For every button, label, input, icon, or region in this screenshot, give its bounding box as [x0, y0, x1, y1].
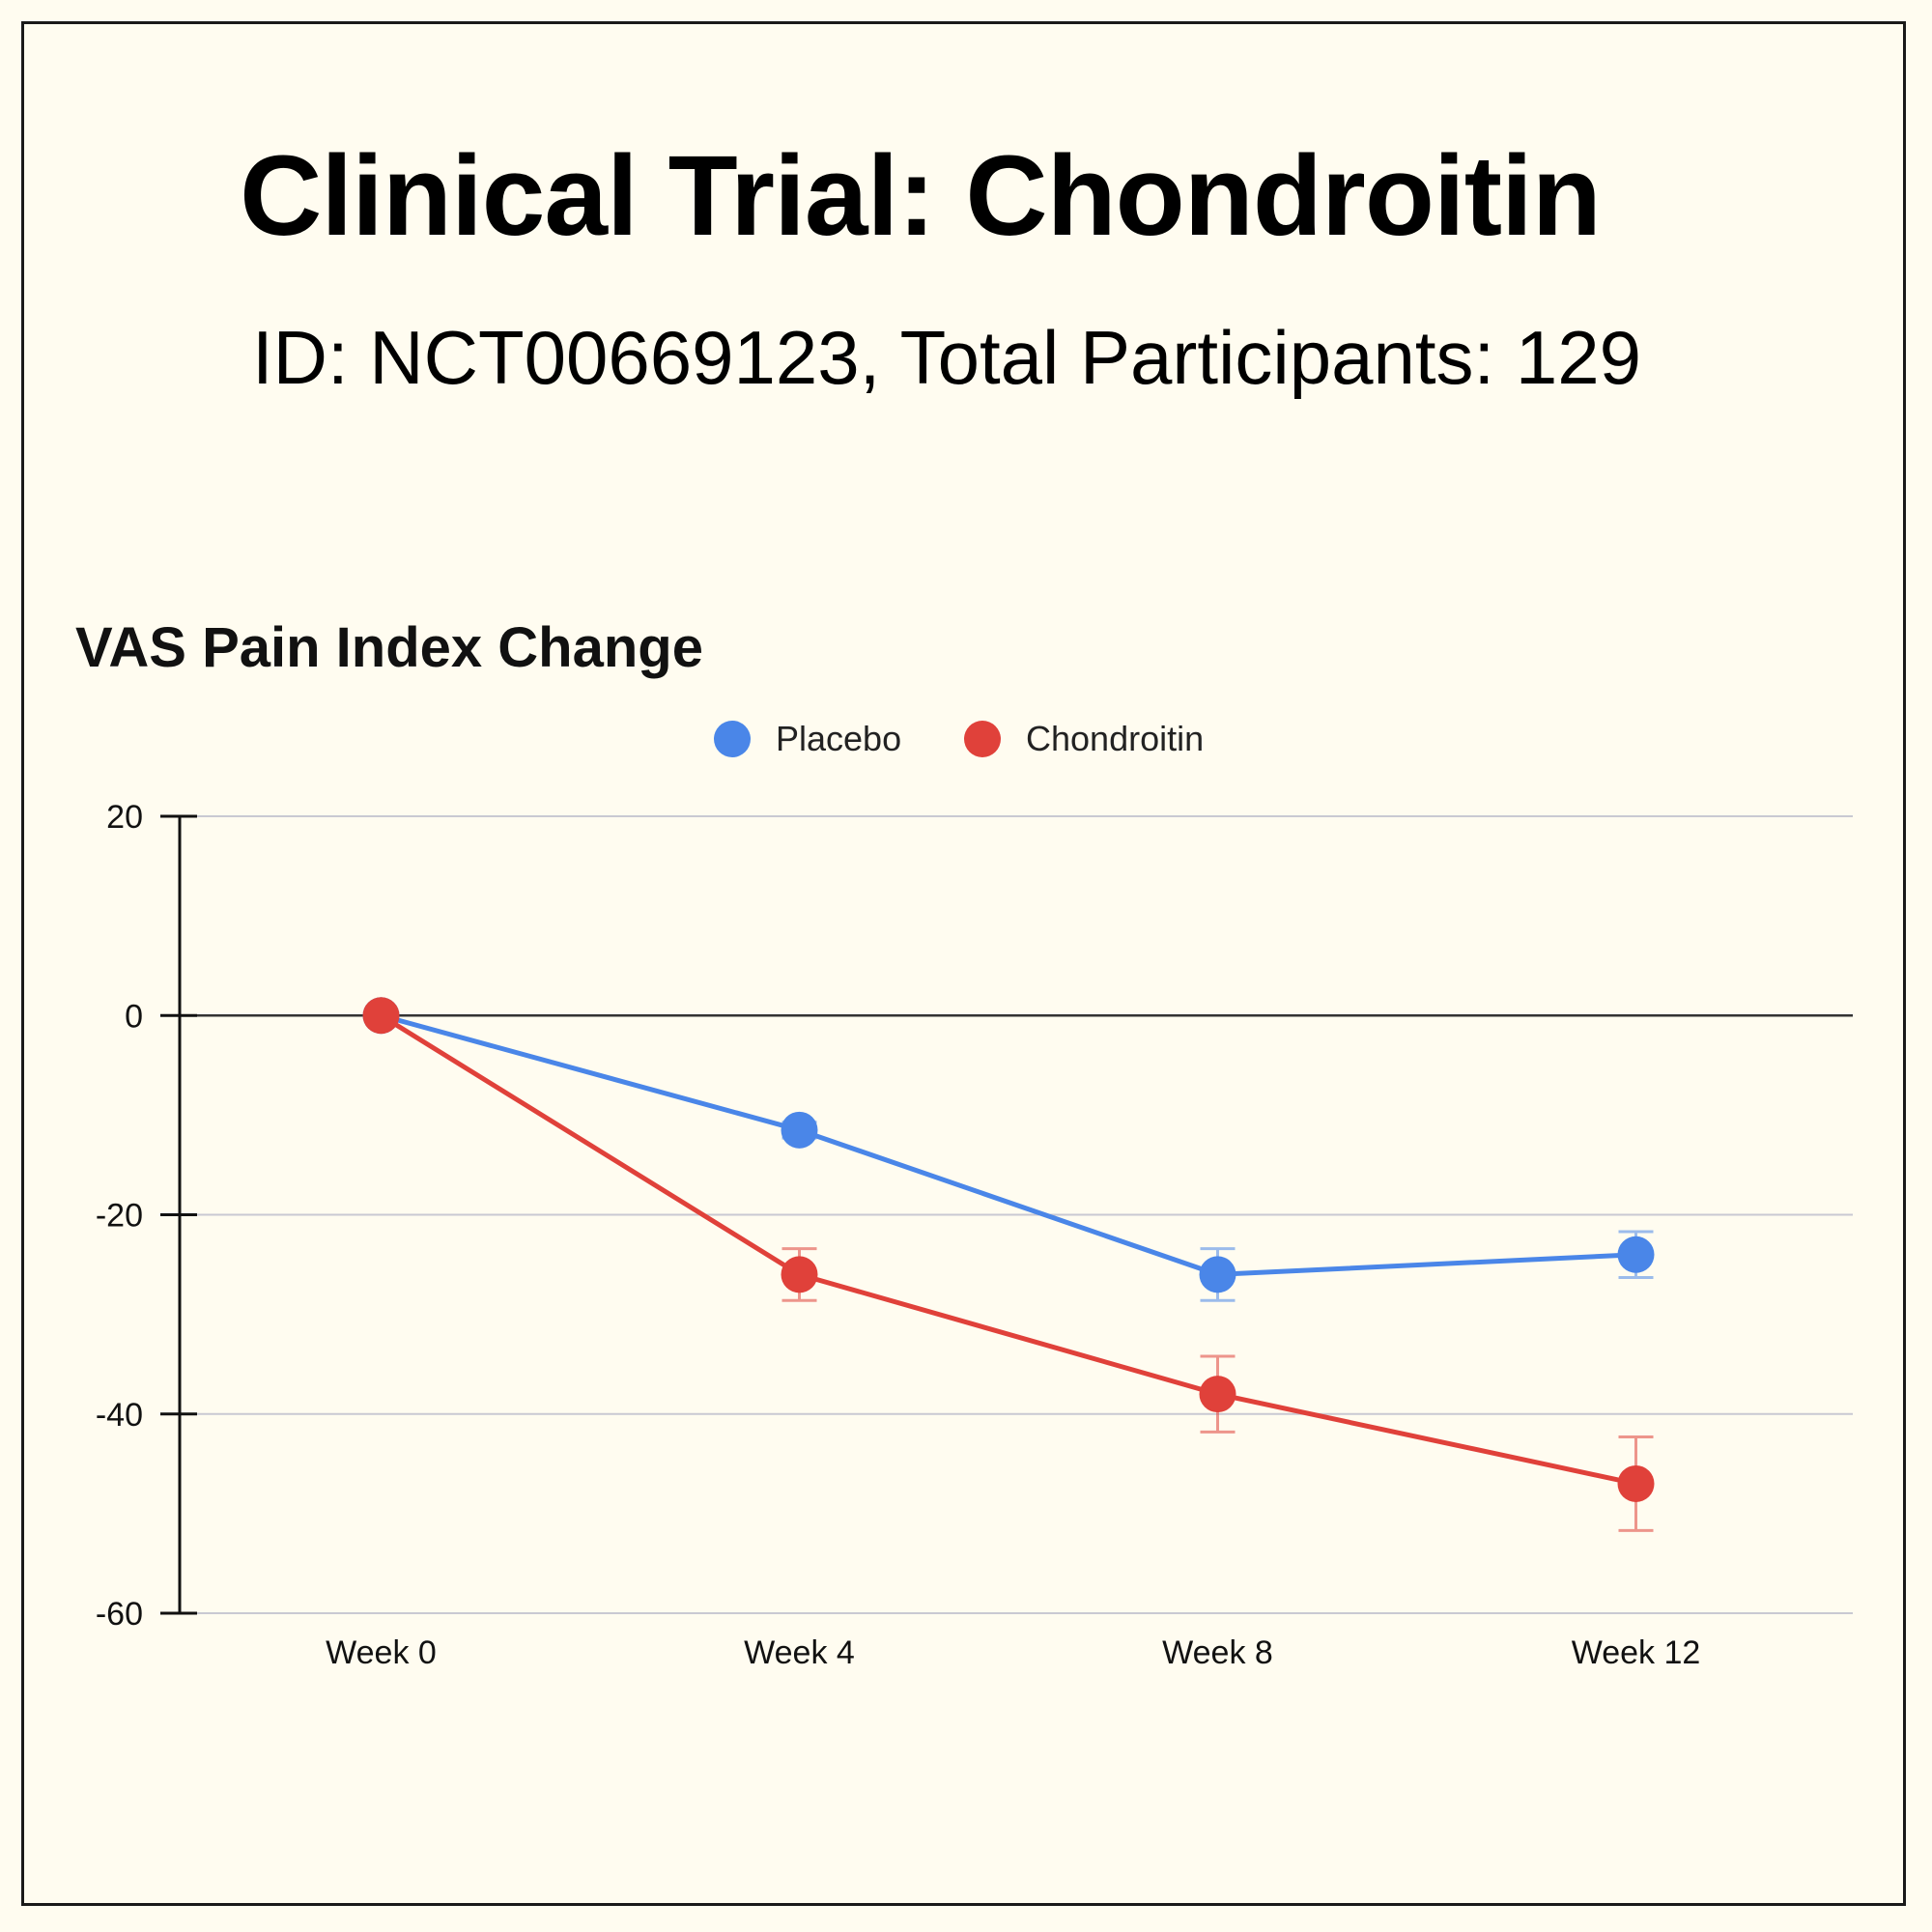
y-tick-label: -40 — [96, 1397, 143, 1434]
data-point-placebo-week-4 — [781, 1111, 818, 1149]
data-point-chondroitin-week-4 — [781, 1256, 818, 1293]
legend-label-chondroitin: Chondroitin — [1026, 719, 1204, 758]
x-tick-label: Week 0 — [326, 1634, 437, 1671]
legend-marker-chondroitin — [964, 721, 1001, 757]
legend-marker-placebo — [714, 721, 751, 757]
chart-title: VAS Pain Index Change — [75, 616, 703, 679]
y-tick-label: -60 — [96, 1596, 143, 1633]
x-tick-label: Week 4 — [744, 1634, 855, 1671]
page-title: Clinical Trial: Chondroitin — [240, 132, 1602, 260]
y-tick-label: 20 — [106, 799, 143, 836]
series-line-placebo — [380, 1012, 1636, 1277]
data-point-chondroitin-week-12 — [1617, 1464, 1655, 1502]
data-point-placebo-week-8 — [1199, 1256, 1236, 1293]
series-line-chondroitin — [380, 1013, 1637, 1487]
data-point-placebo-week-12 — [1617, 1236, 1655, 1273]
chart-legend: Placebo Chondroitin — [714, 719, 1204, 758]
data-point-chondroitin-week-0 — [362, 997, 400, 1035]
y-tick-label: -20 — [96, 1198, 143, 1235]
chart-gridlines — [180, 815, 1853, 1614]
x-tick-label: Week 12 — [1572, 1634, 1701, 1671]
trial-subtitle: ID: NCT00669123, Total Participants: 129 — [251, 315, 1642, 400]
chart-frame — [21, 21, 1906, 1906]
x-axis-ticks: Week 0 Week 4 Week 8 Week 12 — [326, 1634, 1700, 1671]
y-tick-label: 0 — [125, 998, 143, 1035]
data-point-chondroitin-week-8 — [1199, 1376, 1236, 1413]
chart-series — [362, 997, 1655, 1532]
y-axis-ticks: 20 0 -20 -40 -60 — [96, 799, 197, 1633]
legend-label-placebo: Placebo — [776, 719, 901, 758]
x-tick-label: Week 8 — [1162, 1634, 1273, 1671]
